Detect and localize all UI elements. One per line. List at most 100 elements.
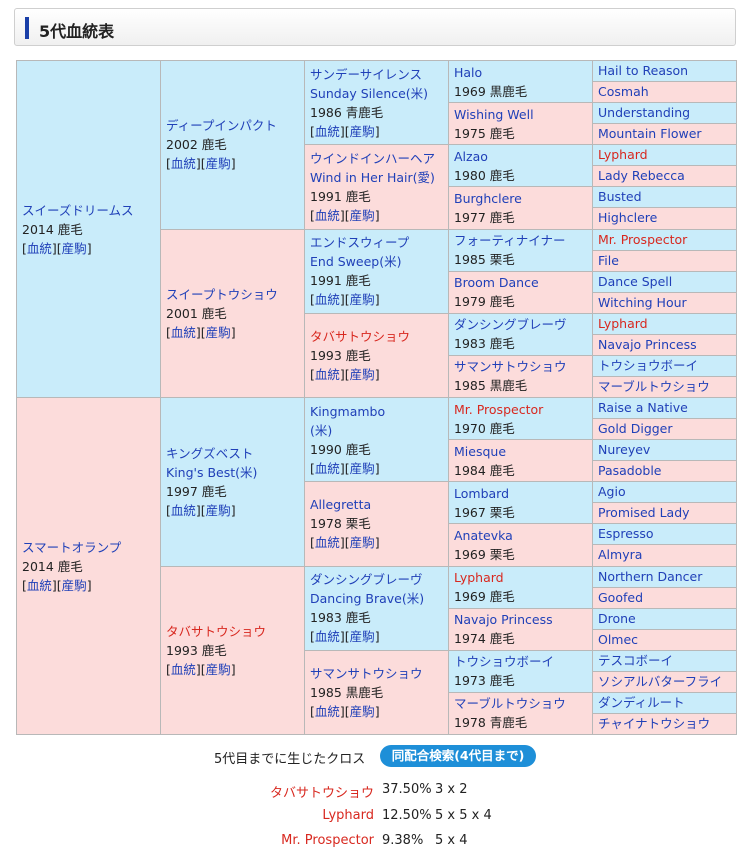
horse-name-link[interactable]: Dance Spell xyxy=(598,273,673,289)
kettou-link[interactable]: 血統 xyxy=(170,324,196,340)
horse-name-link[interactable]: タバサトウショウ xyxy=(310,328,411,344)
horse-name-link[interactable]: Alzao xyxy=(454,148,488,164)
sanku-link[interactable]: 産駒 xyxy=(349,207,375,223)
horse-name-link[interactable]: Almyra xyxy=(598,547,643,563)
horse-name-link[interactable]: Northern Dancer xyxy=(598,568,703,584)
horse-name-link[interactable]: ダンシングブレーヴ xyxy=(454,317,567,333)
kettou-link[interactable]: 血統 xyxy=(170,661,196,677)
horse-name-link[interactable]: マーブルトウショウ xyxy=(454,696,566,712)
kettou-link[interactable]: 血統 xyxy=(170,156,196,172)
horse-name-link[interactable]: ウインドインハーヘア xyxy=(310,150,436,166)
horse-name-link[interactable]: Lady Rebecca xyxy=(598,168,685,184)
horse-name-link[interactable]: Miesque xyxy=(454,443,507,459)
horse-name-link[interactable]: Wishing Well xyxy=(454,106,534,122)
horse-name-link[interactable]: Nureyev xyxy=(598,442,651,458)
sanku-link[interactable]: 産駒 xyxy=(205,324,231,340)
horse-name-link[interactable]: サンデーサイレンス xyxy=(310,66,423,82)
horse-name-link[interactable]: Navajo Princess xyxy=(454,612,553,628)
horse-name-link[interactable]: Highclere xyxy=(598,210,658,226)
horse-name-link[interactable]: Allegretta xyxy=(310,497,372,513)
horse-name-alt-link[interactable]: Wind in Her Hair(愛) xyxy=(310,169,435,185)
horse-name-link[interactable]: マーブルトウショウ xyxy=(598,378,710,394)
horse-name-link[interactable]: スイーズドリームス xyxy=(22,202,134,218)
horse-name-link[interactable]: タバサトウショウ xyxy=(166,623,267,639)
horse-name-link[interactable]: キングズベスト xyxy=(166,445,254,461)
horse-name-link[interactable]: エンドスウィープ xyxy=(310,235,410,251)
sanku-link[interactable]: 産駒 xyxy=(61,577,87,593)
horse-name-link[interactable]: サマンサトウショウ xyxy=(454,359,567,375)
horse-name-link[interactable]: ダンディルート xyxy=(598,694,685,710)
horse-name-link[interactable]: Busted xyxy=(598,189,642,205)
sanku-link[interactable]: 産駒 xyxy=(349,703,375,719)
horse-name-link[interactable]: Lyphard xyxy=(598,147,648,163)
horse-name-link[interactable]: Broom Dance xyxy=(454,275,539,291)
horse-name-link[interactable]: Pasadoble xyxy=(598,463,662,479)
horse-name-link[interactable]: Navajo Princess xyxy=(598,336,697,352)
horse-name-link[interactable]: ダンシングブレーヴ xyxy=(310,572,423,588)
horse-name-link[interactable]: Burghclere xyxy=(454,190,522,206)
horse-name-link[interactable]: Kingmambo xyxy=(310,403,386,419)
sanku-link[interactable]: 産駒 xyxy=(61,240,87,256)
sanku-link[interactable]: 産駒 xyxy=(349,292,375,308)
horse-name-link[interactable]: File xyxy=(598,252,619,268)
kettou-link[interactable]: 血統 xyxy=(314,366,340,382)
sanku-link[interactable]: 産駒 xyxy=(205,661,231,677)
kettou-link[interactable]: 血統 xyxy=(26,577,52,593)
kettou-link[interactable]: 血統 xyxy=(314,460,340,476)
cross-horse-name[interactable]: タバサトウショウ xyxy=(269,786,374,801)
horse-name-link[interactable]: Mountain Flower xyxy=(598,126,702,142)
horse-name-link[interactable]: Mr. Prospector xyxy=(454,401,544,417)
horse-name-link[interactable]: フォーティナイナー xyxy=(454,233,566,249)
cross-horse-name[interactable]: Mr. Prospector xyxy=(281,833,374,848)
horse-name-link[interactable]: Anatevka xyxy=(454,527,513,543)
horse-name-link[interactable]: Mr. Prospector xyxy=(598,231,688,247)
horse-name-link[interactable]: テスコボーイ xyxy=(598,652,674,668)
horse-name-alt-link[interactable]: Sunday Silence(米) xyxy=(310,85,429,101)
horse-name-link[interactable]: Lyphard xyxy=(454,570,504,586)
horse-name-link[interactable]: チャイナトウショウ xyxy=(598,715,711,731)
kettou-link[interactable]: 血統 xyxy=(314,123,340,139)
same-breeding-search-button[interactable]: 同配合検索(4代目まで) xyxy=(380,745,536,767)
horse-name-link[interactable]: Gold Digger xyxy=(598,421,673,437)
sanku-link[interactable]: 産駒 xyxy=(349,629,375,645)
horse-name-alt-link[interactable]: End Sweep(米) xyxy=(310,254,402,270)
horse-name-link[interactable]: スイープトウショウ xyxy=(166,286,278,302)
horse-name-link[interactable]: サマンサトウショウ xyxy=(310,665,423,681)
horse-name-alt-link[interactable]: Dancing Brave(米) xyxy=(310,591,425,607)
horse-name-link[interactable]: Lombard xyxy=(454,485,510,501)
kettou-link[interactable]: 血統 xyxy=(314,292,340,308)
kettou-link[interactable]: 血統 xyxy=(170,502,196,518)
horse-name-link[interactable]: Promised Lady xyxy=(598,505,690,521)
horse-name-link[interactable]: Goofed xyxy=(598,589,644,605)
horse-name-link[interactable]: スマートオランプ xyxy=(22,539,122,555)
sanku-link[interactable]: 産駒 xyxy=(349,535,375,551)
sanku-link[interactable]: 産駒 xyxy=(205,156,231,172)
sanku-link[interactable]: 産駒 xyxy=(349,123,375,139)
horse-name-link[interactable]: Raise a Native xyxy=(598,400,688,416)
horse-name-link[interactable]: Lyphard xyxy=(598,315,648,331)
sanku-link[interactable]: 産駒 xyxy=(349,366,375,382)
horse-name-link[interactable]: トウショウボーイ xyxy=(454,654,555,670)
horse-name-link[interactable]: Olmec xyxy=(598,631,639,647)
horse-name-link[interactable]: Hail to Reason xyxy=(598,63,689,79)
horse-name-link[interactable]: Understanding xyxy=(598,105,691,121)
horse-name-link[interactable]: Agio xyxy=(598,484,626,500)
kettou-link[interactable]: 血統 xyxy=(314,207,340,223)
kettou-link[interactable]: 血統 xyxy=(314,535,340,551)
kettou-link[interactable]: 血統 xyxy=(26,240,52,256)
horse-name-link[interactable]: Witching Hour xyxy=(598,294,687,310)
horse-name-link[interactable]: ソシアルバターフライ xyxy=(598,673,723,689)
sanku-link[interactable]: 産駒 xyxy=(349,460,375,476)
horse-name-link[interactable]: Drone xyxy=(598,610,636,626)
cross-horse-name[interactable]: Lyphard xyxy=(322,808,374,823)
horse-name-link[interactable]: Espresso xyxy=(598,526,654,542)
horse-name-alt-link[interactable]: (米) xyxy=(310,422,333,438)
kettou-link[interactable]: 血統 xyxy=(314,629,340,645)
horse-name-link[interactable]: トウショウボーイ xyxy=(598,357,699,373)
kettou-link[interactable]: 血統 xyxy=(314,703,340,719)
horse-name-link[interactable]: ディープインパクト xyxy=(166,118,277,134)
horse-name-alt-link[interactable]: King's Best(米) xyxy=(166,464,258,480)
horse-name-link[interactable]: Halo xyxy=(454,64,483,80)
sanku-link[interactable]: 産駒 xyxy=(205,502,231,518)
horse-name-link[interactable]: Cosmah xyxy=(598,84,649,100)
